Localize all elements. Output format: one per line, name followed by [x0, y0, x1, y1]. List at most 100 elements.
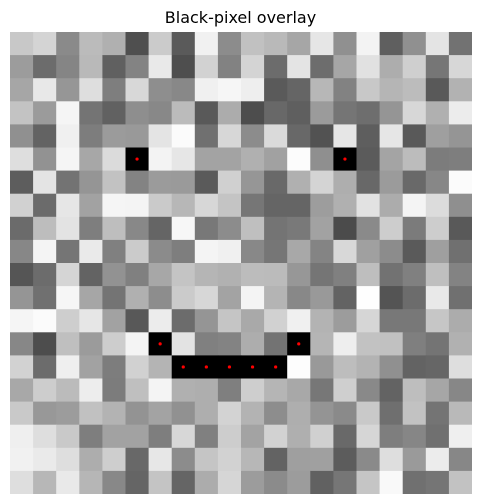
gray-pixel [171, 216, 196, 241]
gray-pixel [379, 124, 404, 148]
gray-pixel [310, 378, 334, 403]
gray-pixel [402, 447, 427, 472]
gray-pixel [33, 170, 57, 195]
gray-pixel [10, 55, 34, 79]
gray-pixel [217, 401, 242, 426]
gray-pixel [425, 55, 450, 79]
gray-pixel [448, 355, 472, 379]
gray-pixel [333, 216, 357, 241]
gray-pixel [379, 239, 404, 264]
gray-pixel [402, 124, 427, 148]
gray-pixel [448, 470, 472, 494]
gray-pixel [402, 55, 427, 79]
gray-pixel [356, 55, 381, 79]
gray-pixel [425, 170, 450, 195]
gray-pixel [448, 401, 472, 426]
black-pixel-marker [297, 342, 301, 346]
gray-pixel [56, 55, 80, 79]
gray-pixel [33, 32, 57, 56]
gray-pixel [217, 55, 242, 79]
gray-pixel [79, 147, 103, 172]
gray-pixel [287, 424, 311, 449]
gray-pixel [10, 239, 34, 264]
gray-pixel [448, 378, 472, 403]
gray-pixel [333, 263, 357, 287]
gray-pixel [217, 147, 242, 172]
gray-pixel [310, 124, 334, 148]
gray-pixel [425, 401, 450, 426]
gray-pixel [264, 193, 288, 218]
gray-pixel [33, 401, 57, 426]
gray-pixel [356, 239, 381, 264]
gray-pixel [333, 401, 357, 426]
gray-pixel [125, 447, 150, 472]
gray-pixel [10, 355, 34, 379]
gray-pixel [287, 32, 311, 56]
gray-pixel [333, 447, 357, 472]
gray-pixel [402, 355, 427, 379]
gray-pixel [356, 170, 381, 195]
black-pixel-marker [227, 365, 232, 369]
gray-pixel [79, 447, 103, 472]
gray-pixel [264, 170, 288, 195]
gray-pixel [102, 147, 126, 172]
gray-pixel [171, 170, 196, 195]
gray-pixel [125, 355, 150, 379]
gray-pixel [10, 78, 34, 102]
gray-pixel [287, 55, 311, 79]
gray-pixel [148, 309, 173, 333]
gray-pixel [379, 286, 404, 310]
gray-pixel [125, 193, 150, 218]
gray-pixel [33, 124, 57, 148]
gray-pixel [125, 239, 150, 264]
gray-pixel [171, 286, 196, 310]
gray-pixel [333, 78, 357, 102]
gray-pixel [402, 470, 427, 494]
gray-pixel [241, 55, 265, 79]
gray-pixel [402, 193, 427, 218]
gray-pixel [171, 239, 196, 264]
gray-pixel [356, 424, 381, 449]
black-pixel-marker [158, 342, 162, 346]
gray-pixel [148, 78, 173, 102]
gray-pixel [264, 263, 288, 287]
gray-pixel [402, 78, 427, 102]
gray-pixel [217, 170, 242, 195]
gray-pixel [217, 286, 242, 310]
gray-pixel [287, 286, 311, 310]
gray-pixel [333, 55, 357, 79]
gray-pixel [171, 32, 196, 56]
gray-pixel [56, 286, 80, 310]
gray-pixel [333, 470, 357, 494]
gray-pixel [310, 216, 334, 241]
gray-pixel [125, 101, 150, 125]
gray-pixel [287, 78, 311, 102]
gray-pixel [171, 193, 196, 218]
gray-pixel [448, 124, 472, 148]
gray-pixel [379, 424, 404, 449]
gray-pixel [402, 309, 427, 333]
gray-pixel [102, 401, 126, 426]
gray-pixel [217, 470, 242, 494]
gray-pixel [194, 101, 219, 125]
gray-pixel [333, 424, 357, 449]
gray-pixel [148, 401, 173, 426]
gray-pixel [402, 101, 427, 125]
gray-pixel [310, 101, 334, 125]
gray-pixel [171, 378, 196, 403]
gray-pixel [33, 263, 57, 287]
gray-pixel [241, 286, 265, 310]
gray-pixel [356, 286, 381, 310]
gray-pixel [10, 424, 34, 449]
gray-pixel [56, 332, 80, 356]
gray-pixel [217, 216, 242, 241]
gray-pixel [333, 355, 357, 379]
gray-pixel [310, 332, 334, 356]
gray-pixel [333, 124, 357, 148]
gray-pixel [79, 193, 103, 218]
gray-pixel [148, 147, 173, 172]
gray-pixel [194, 401, 219, 426]
gray-pixel [102, 286, 126, 310]
gray-pixel [148, 101, 173, 125]
gray-pixel [241, 332, 265, 356]
